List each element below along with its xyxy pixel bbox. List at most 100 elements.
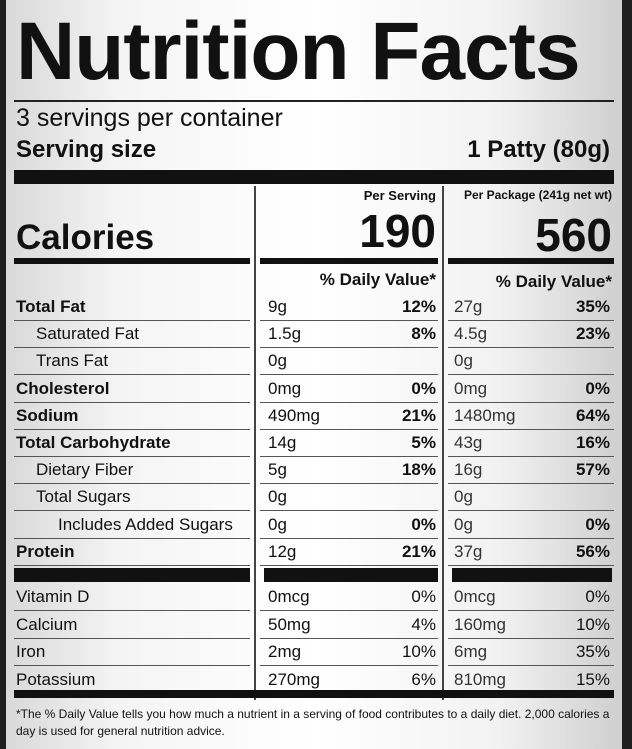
per-package-daily-value: 0% (585, 587, 610, 606)
row-separator (448, 428, 614, 430)
per-serving-amount: 1.5g (268, 324, 302, 344)
nutrient-name: Includes Added Sugars (58, 514, 233, 534)
nutrient-name: Cholesterol (16, 378, 110, 398)
per-package-amount: 37g (454, 541, 483, 561)
per-package-amount: 0mg (454, 378, 488, 398)
per-package-daily-value: 15% (575, 669, 610, 689)
per-serving-daily-value: 0% (411, 514, 436, 534)
per-package-amount: 0g (454, 351, 473, 371)
per-package-amount: 160mg (454, 614, 506, 634)
per-package-amount: 4.5g (454, 324, 488, 344)
row-separator (14, 483, 250, 485)
per-serving-daily-value: 12% (401, 297, 436, 316)
vitamin-row: Calcium 50mg 4% 160mg 10% (6, 612, 622, 639)
row-separator (260, 374, 438, 376)
row-separator (260, 610, 438, 611)
nutrient-name: Dietary Fiber (36, 460, 134, 480)
row-separator (260, 347, 438, 349)
per-package-daily-value: 0% (585, 378, 610, 398)
nutrient-row: Cholesterol 0mg 0% 0mg 0% (6, 376, 622, 403)
row-separator (260, 564, 438, 566)
row-separator (14, 510, 250, 512)
daily-value-header-serving: % Daily Value* (319, 270, 436, 289)
per-serving-daily-value: 0% (411, 587, 436, 606)
calories-label: Calories (16, 218, 155, 257)
per-package-amount: 6mg (454, 642, 488, 661)
row-separator (448, 320, 614, 321)
row-separator (448, 456, 614, 457)
serving-size-label: Serving size (16, 136, 157, 163)
row-separator (14, 320, 250, 321)
per-serving-daily-value: 4% (411, 614, 436, 634)
per-serving-amount: 0g (268, 514, 287, 534)
row-separator (448, 637, 614, 639)
row-separator (14, 610, 250, 611)
divider-medium (14, 258, 250, 264)
nutrient-row: Total Fat 9g 12% 27g 35% (6, 294, 622, 321)
per-package-daily-value: 35% (575, 297, 610, 316)
per-serving-amount: 270mg (268, 669, 320, 689)
servings-per-container: 3 servings per container (16, 104, 283, 132)
per-package-header: Per Package (241g net wt) (463, 188, 612, 202)
row-separator (14, 637, 250, 639)
row-separator (260, 510, 438, 512)
row-separator (260, 401, 438, 403)
per-serving-daily-value: 8% (411, 324, 436, 344)
row-separator (448, 374, 614, 376)
footnote: *The % Daily Value tells you how much a … (16, 707, 610, 738)
per-package-daily-value: 64% (575, 405, 610, 425)
nutrient-name: Protein (16, 541, 75, 561)
serving-size-value: 1 Patty (80g) (467, 136, 610, 163)
nutrient-name: Calcium (16, 614, 78, 634)
divider-thick (264, 568, 438, 582)
per-package-daily-value: 10% (575, 614, 610, 634)
nutrient-name: Saturated Fat (36, 324, 140, 344)
row-separator (448, 610, 614, 611)
divider-medium (260, 258, 438, 264)
per-package-daily-value: 16% (575, 433, 610, 452)
row-separator (448, 537, 614, 539)
row-separator (14, 456, 250, 457)
divider-thick (14, 170, 614, 184)
nutrient-name: Potassium (16, 669, 96, 689)
row-separator (260, 637, 438, 639)
column-divider (442, 186, 444, 700)
label-title: Nutrition Facts (16, 6, 581, 97)
row-separator (14, 401, 250, 403)
vitamin-row: Iron 2mg 10% 6mg 35% (6, 639, 622, 666)
nutrient-name: Trans Fat (36, 351, 109, 371)
nutrient-row: Includes Added Sugars 0g 0% 0g 0% (6, 512, 622, 539)
row-separator (448, 483, 614, 485)
row-separator (448, 665, 614, 666)
divider-thick (14, 690, 614, 698)
per-serving-daily-value: 6% (411, 669, 436, 689)
per-package-amount: 810mg (454, 669, 506, 689)
row-separator (14, 347, 250, 349)
per-package-amount: 43g (454, 433, 483, 452)
row-separator (14, 374, 250, 376)
per-serving-amount: 50mg (268, 614, 311, 634)
row-separator (260, 665, 438, 666)
row-separator (448, 347, 614, 349)
nutrient-row: Total Carbohydrate 14g 5% 43g 16% (6, 430, 622, 457)
nutrient-row: Dietary Fiber 5g 18% 16g 57% (6, 457, 622, 485)
row-separator (260, 537, 438, 539)
vitamin-row: Vitamin D 0mcg 0% 0mcg 0% (6, 584, 622, 611)
per-serving-daily-value: 5% (411, 433, 436, 452)
per-package-daily-value: 0% (585, 514, 610, 534)
per-serving-daily-value: 18% (401, 460, 436, 480)
per-serving-daily-value: 21% (401, 405, 436, 425)
per-package-amount: 27g (454, 297, 483, 316)
calories-per-serving: 190 (359, 205, 436, 257)
per-package-amount: 0g (454, 514, 473, 534)
per-serving-amount: 9g (268, 297, 287, 316)
per-package-daily-value: 56% (575, 541, 610, 561)
row-separator (14, 665, 250, 666)
nutrient-name: Iron (16, 642, 46, 661)
row-separator (448, 564, 614, 566)
row-separator (448, 401, 614, 403)
per-serving-amount: 0mcg (268, 587, 310, 606)
per-serving-amount: 2mg (268, 642, 302, 661)
column-divider (254, 186, 256, 700)
per-serving-amount: 490mg (268, 405, 320, 425)
